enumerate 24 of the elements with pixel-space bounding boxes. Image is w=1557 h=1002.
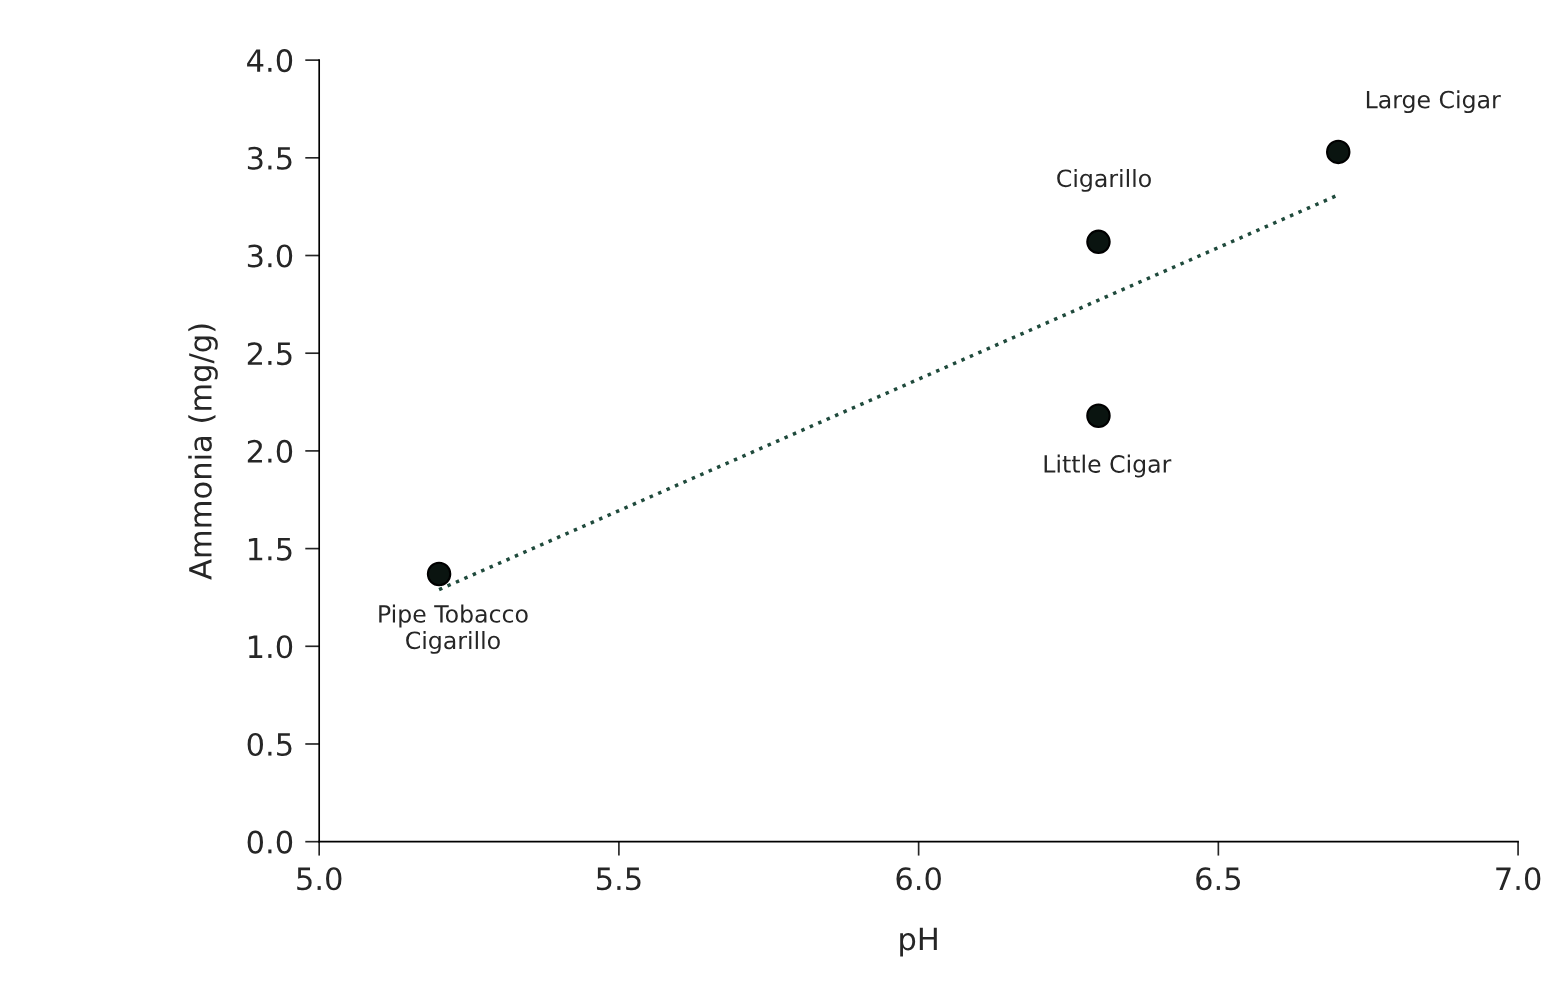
annotation: Cigarillo — [1057, 168, 1151, 192]
y-tick-label: 0.0 — [247, 830, 293, 854]
y-tick-label: 2.0 — [247, 439, 293, 463]
y-axis-title: Ammonia (mg/g) — [188, 324, 218, 580]
y-tick-label: 1.5 — [248, 537, 292, 561]
annotation: Pipe Tobacco Cigarillo — [379, 604, 528, 654]
x-tick-label: 5.0 — [297, 867, 342, 891]
y-tick-label: 3.0 — [247, 244, 293, 268]
annotation: Little Cigar — [1044, 454, 1172, 478]
x-tick-label: 6.0 — [896, 867, 941, 891]
x-tick-label: 7.0 — [1496, 867, 1541, 891]
annotation: Large Cigar — [1366, 90, 1501, 114]
x-tick-label: 5.5 — [596, 867, 641, 891]
x-axis-title: pH — [900, 927, 937, 957]
point — [1086, 403, 1111, 428]
point — [1086, 229, 1111, 255]
point — [426, 561, 452, 587]
y-tick-label: 4.0 — [247, 49, 293, 73]
point — [1326, 139, 1351, 165]
y-tick-label: 0.5 — [247, 732, 292, 757]
y-tick-label: 1.0 — [248, 635, 293, 659]
y-tick-label: 2.5 — [247, 342, 292, 366]
x-tick-label: 6.5 — [1196, 867, 1240, 891]
y-tick-label: 3.5 — [247, 146, 292, 170]
